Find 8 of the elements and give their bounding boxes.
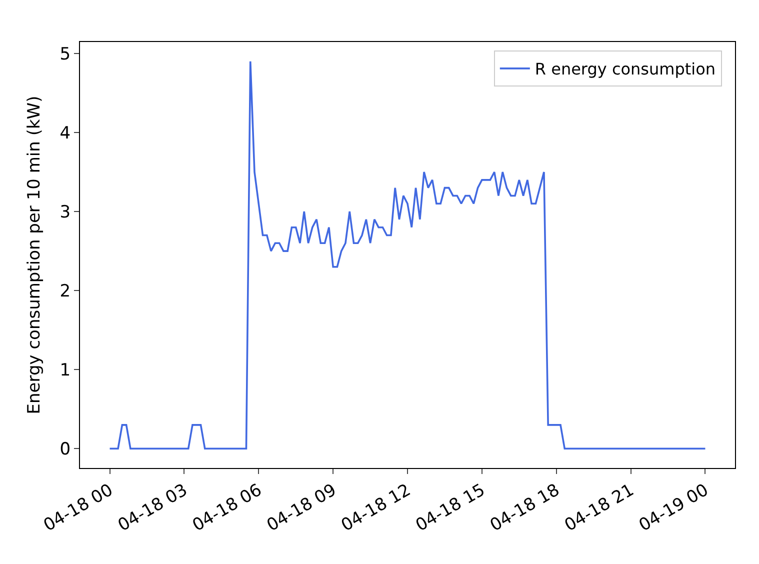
- y-tick-label: 0: [60, 440, 71, 460]
- y-tick-label: 3: [60, 202, 71, 222]
- y-tick-label: 5: [60, 44, 71, 64]
- y-tick-label: 1: [60, 360, 71, 381]
- y-axis-title: Energy consumption per 10 min (kW): [24, 96, 44, 414]
- legend-label: R energy consumption: [534, 60, 716, 79]
- y-tick-label: 2: [60, 282, 71, 302]
- y-tick-label: 4: [60, 123, 71, 144]
